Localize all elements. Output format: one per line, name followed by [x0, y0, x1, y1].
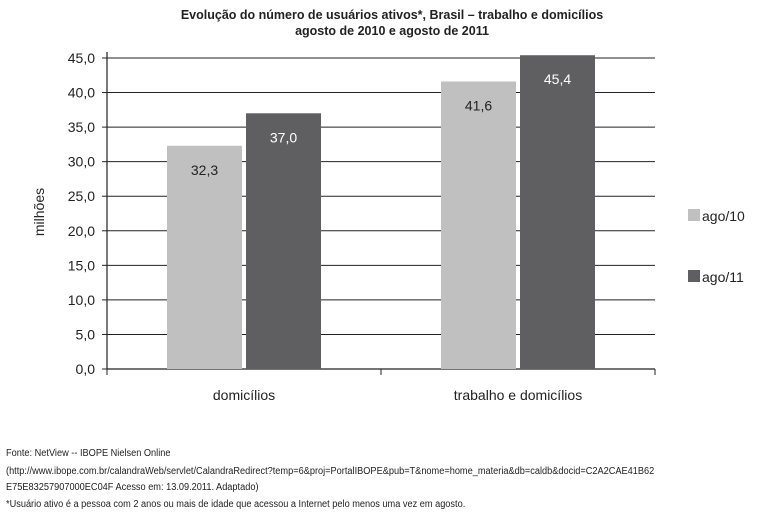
y-axis-label: milhões — [31, 188, 47, 236]
footer-source: Fonte: NetView -- IBOPE Nielsen Online — [6, 448, 171, 459]
legend-swatch — [688, 270, 700, 282]
y-tick-label: 15,0 — [68, 257, 95, 273]
subtitle-line: agosto de 2010 e agosto de 2011 — [295, 24, 489, 38]
y-tick-label: 40,0 — [68, 85, 95, 101]
bar-chart: 0,0 5,0 10,0 15,0 20,0 25,0 30,0 35,0 40,0 45,0 do… — [31, 50, 745, 403]
y-tick-label: 20,0 — [68, 223, 95, 239]
footer-url-1: (http://www.ibope.com.br/calandraWeb/ser… — [6, 466, 655, 477]
x-tick-label: domicílios — [213, 387, 275, 403]
bar-ago-10 — [167, 145, 242, 369]
y-tick-label: 25,0 — [68, 188, 95, 204]
x-tick-label: trabalho e domicílios — [454, 387, 582, 403]
data-label: 45,4 — [544, 71, 571, 87]
data-label: 41,6 — [465, 97, 492, 113]
y-tick-label: 30,0 — [68, 154, 95, 170]
legend-label: ago/10 — [702, 208, 745, 224]
y-tick-label: 35,0 — [68, 119, 95, 135]
bar-ago-10 — [441, 81, 516, 370]
chart-title: Evolução do número de usuários ativos*, … — [0, 7, 784, 39]
y-tick-label: 45,0 — [68, 50, 95, 66]
bar-ago-11 — [520, 55, 595, 369]
footer-note: *Usuário ativo é a pessoa com 2 anos ou … — [6, 499, 466, 510]
legend-label: ago/11 — [702, 269, 744, 285]
y-tick-label: 5,0 — [76, 326, 96, 342]
legend-swatch — [688, 209, 700, 221]
footer-url-2: E75E83257907000EC04F Acesso em: 13.09.20… — [6, 482, 259, 493]
y-tick-label: 10,0 — [68, 292, 95, 308]
data-label: 37,0 — [270, 129, 297, 145]
y-tick-label: 0,0 — [76, 361, 96, 377]
bar-ago-11 — [246, 113, 321, 370]
title-line: Evolução do número de usuários ativos*, … — [180, 8, 604, 22]
data-label: 32,3 — [191, 162, 218, 178]
